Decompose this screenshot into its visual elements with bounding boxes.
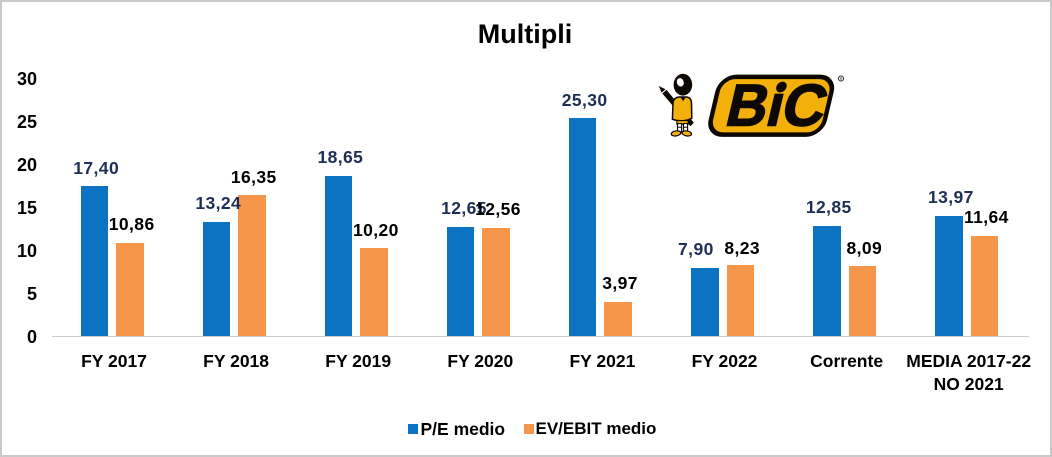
svg-text:R: R xyxy=(840,76,843,81)
